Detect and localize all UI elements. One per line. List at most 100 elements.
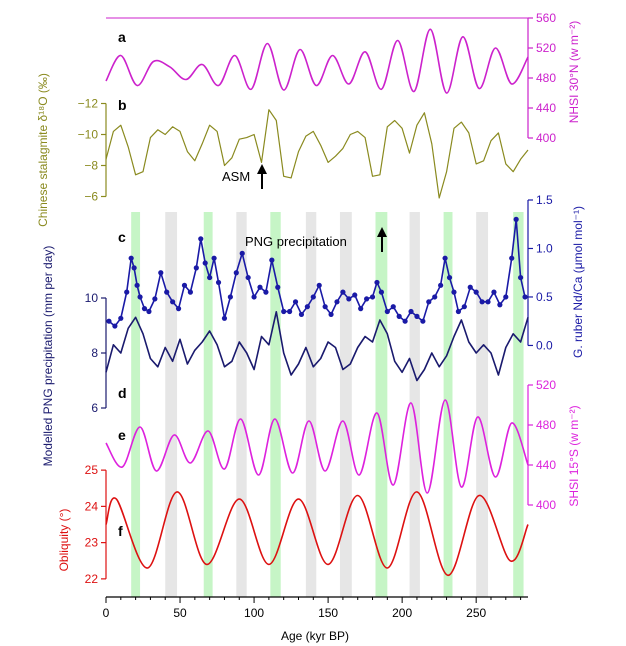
data-point-c-16 (187, 289, 193, 295)
panel-label-a: a (118, 29, 126, 45)
data-point-c-17 (193, 265, 199, 271)
y-tick-label-a-0: 400 (536, 131, 556, 145)
series-line-e (105, 399, 529, 494)
panel-c: 0.0 0.5 1.0 1.5 (106, 193, 553, 352)
data-point-c-18 (198, 236, 204, 242)
x-tick-label-5: 250 (466, 606, 486, 620)
axis-label-stalagmite: Chinese stalagmite δ¹⁸O (‰) (36, 73, 50, 227)
series-line-f (105, 491, 529, 577)
data-point-c-49 (374, 279, 380, 286)
data-point-c-3 (124, 289, 130, 295)
y-tick-label-b-3: −12 (78, 97, 99, 111)
data-point-c-8 (141, 306, 148, 312)
data-point-c-63 (451, 289, 457, 295)
data-point-c-57 (420, 318, 426, 324)
axis-label-shsi: SHSI 15°S (w m⁻²) (567, 405, 581, 506)
data-point-c-68 (479, 299, 485, 305)
data-point-c-42 (334, 299, 340, 305)
annotation-png-precipitation: PNG precipitation (245, 234, 347, 249)
axis-label-obliquity: Obliquity (°) (57, 509, 71, 572)
data-point-c-32 (275, 284, 281, 290)
data-point-c-76 (522, 294, 528, 300)
data-point-c-23 (221, 315, 228, 321)
panel-label-f: f (118, 523, 123, 539)
y-tick-label-c-0: 0.0 (536, 338, 553, 352)
panel-f: 22 23 24 25 (85, 463, 529, 586)
data-point-c-25 (233, 270, 239, 276)
data-point-c-45 (352, 292, 358, 298)
data-point-c-12 (164, 289, 170, 295)
data-point-c-44 (346, 296, 352, 302)
data-point-c-21 (211, 255, 217, 261)
axis-label-png-precip: Modelled PNG precipitation (mm per day) (41, 246, 55, 467)
y-tick-label-d-2: 10 (85, 291, 99, 305)
series-line-a (105, 28, 529, 94)
axis-label-nhsi: NHSI 30°N (w m⁻²) (567, 21, 581, 123)
green-band-1 (203, 212, 213, 597)
y-tick-label-e-1: 440 (536, 458, 556, 472)
data-point-c-58 (426, 299, 432, 305)
data-point-c-37 (304, 304, 310, 310)
shading-bands (131, 212, 524, 597)
data-point-c-43 (340, 289, 346, 295)
y-tick-label-f-2: 24 (85, 499, 99, 513)
data-point-c-40 (322, 304, 328, 310)
y-tick-label-a-2: 480 (536, 71, 556, 85)
grey-band-1 (236, 212, 247, 597)
data-point-c-10 (152, 296, 158, 302)
annotation-asm: ASM (222, 169, 250, 184)
data-point-c-62 (446, 274, 453, 281)
data-point-c-70 (491, 289, 497, 295)
data-point-c-61 (442, 255, 448, 261)
x-axis-label: Age (kyr BP) (281, 629, 349, 643)
data-point-c-30 (263, 289, 269, 295)
data-point-c-51 (384, 308, 390, 315)
y-tick-label-c-3: 1.5 (536, 193, 553, 207)
data-point-c-29 (257, 284, 263, 290)
data-point-c-60 (438, 282, 444, 288)
data-point-c-35 (292, 299, 299, 305)
data-point-c-52 (390, 304, 396, 310)
data-point-c-27 (245, 274, 251, 281)
data-point-c-46 (358, 306, 364, 312)
data-point-c-19 (202, 260, 208, 266)
y-tick-label-d-0: 6 (91, 401, 98, 415)
data-point-c-64 (455, 308, 462, 315)
data-point-c-59 (432, 294, 438, 300)
data-point-c-55 (408, 308, 414, 315)
data-point-c-69 (485, 299, 491, 305)
grey-band-3 (339, 212, 352, 597)
y-tick-label-f-3: 25 (85, 463, 99, 477)
data-point-c-0 (106, 318, 112, 324)
panel-e: 400 440 480 520 (105, 378, 556, 512)
panel-a: 400 440 480 520 560 (105, 11, 556, 145)
data-point-c-72 (503, 294, 509, 300)
data-point-c-36 (298, 311, 305, 318)
data-point-c-54 (402, 318, 408, 324)
axis-label-ndca: G. ruber Nd/Ca (μmol mol⁻¹) (571, 206, 585, 358)
data-point-c-73 (509, 255, 515, 261)
y-tick-label-b-1: −8 (84, 159, 98, 173)
data-point-c-6 (134, 282, 140, 288)
data-point-c-7 (137, 294, 143, 300)
series-line-b (105, 109, 529, 199)
data-point-c-22 (215, 279, 222, 286)
data-point-c-24 (227, 294, 233, 300)
arrow-up-icon (377, 227, 387, 252)
data-point-c-28 (251, 294, 257, 300)
data-point-c-74 (513, 216, 519, 222)
y-tick-label-f-1: 23 (85, 536, 99, 550)
x-tick-label-4: 200 (392, 606, 412, 620)
axis-label-stalagmite-line1: Chinese stalagmite δ¹⁸O (‰) (36, 73, 50, 227)
panel-b: −6 −8 −10 −12 (78, 97, 529, 204)
x-tick-label-0: 0 (103, 606, 110, 620)
panel-label-e: e (118, 427, 126, 443)
green-band-3 (375, 212, 388, 597)
data-point-c-67 (473, 289, 479, 295)
x-tick-label-2: 100 (244, 606, 264, 620)
data-point-c-71 (497, 302, 503, 308)
y-tick-label-f-0: 22 (85, 572, 99, 586)
grey-band-2 (305, 212, 317, 597)
data-point-c-20 (207, 274, 213, 281)
